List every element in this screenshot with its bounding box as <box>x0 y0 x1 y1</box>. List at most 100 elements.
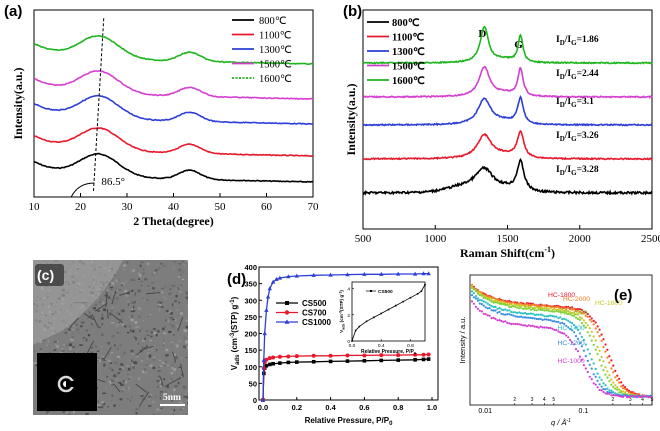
data-point <box>574 348 578 351</box>
texture-grain <box>142 370 145 374</box>
data-point <box>598 335 601 338</box>
texture-grain <box>162 332 166 335</box>
texture-grain <box>185 292 188 295</box>
texture-grain <box>69 343 73 347</box>
data-point <box>608 361 611 364</box>
lattice-fringe <box>83 312 95 321</box>
data-point <box>506 309 509 312</box>
texture-grain <box>128 400 131 403</box>
data-point <box>600 339 603 342</box>
data-point <box>480 291 483 294</box>
texture-grain <box>113 371 115 373</box>
data-point <box>639 395 642 399</box>
texture-grain <box>154 269 158 272</box>
texture-grain <box>144 368 146 371</box>
texture-grain <box>127 315 131 318</box>
data-point <box>588 334 591 337</box>
texture-grain <box>80 343 84 345</box>
texture-grain <box>160 385 163 388</box>
data-point <box>478 291 481 294</box>
texture-grain <box>101 323 103 326</box>
texture-grain <box>172 331 175 335</box>
texture-grain <box>159 308 161 311</box>
data-point <box>592 323 595 326</box>
texture-grain <box>142 272 145 275</box>
data-point <box>563 332 566 335</box>
data-point <box>610 378 613 381</box>
data-point <box>588 363 591 366</box>
texture-grain <box>176 287 180 290</box>
texture-grain <box>133 305 135 309</box>
data-point <box>553 328 556 331</box>
data-point <box>512 301 515 304</box>
data-point <box>470 300 474 303</box>
x-minor-tick-label: 2 <box>513 397 516 403</box>
data-point <box>624 387 627 391</box>
data-point <box>496 319 499 322</box>
panel-tag: (d) <box>227 271 246 288</box>
texture-grain <box>122 309 124 313</box>
data-point <box>571 308 574 311</box>
texture-grain <box>139 273 142 277</box>
data-point <box>584 326 587 329</box>
texture-grain <box>135 337 138 341</box>
data-point <box>604 343 607 346</box>
data-point <box>620 381 623 384</box>
data-point <box>506 321 509 324</box>
data-point <box>516 303 519 307</box>
texture-grain <box>159 380 162 384</box>
texture-grain <box>120 390 123 393</box>
data-point <box>277 275 283 280</box>
data-point <box>580 358 584 361</box>
y-tick-label: 50 <box>249 379 257 388</box>
data-point <box>496 311 499 314</box>
data-point <box>328 353 333 358</box>
data-point <box>576 317 580 320</box>
texture-grain <box>137 289 141 293</box>
data-point <box>571 329 574 332</box>
texture-grain <box>116 355 121 358</box>
data-point <box>573 343 576 346</box>
texture-grain <box>169 284 172 287</box>
data-point <box>586 348 589 351</box>
texture-grain <box>124 309 126 312</box>
texture-grain <box>128 376 132 379</box>
data-point <box>584 311 587 314</box>
data-point <box>614 376 617 379</box>
data-point <box>521 312 525 315</box>
texture-grain <box>65 328 67 330</box>
texture-grain <box>99 301 101 303</box>
data-point <box>498 299 501 302</box>
data-point <box>514 305 517 308</box>
texture-grain <box>176 397 179 399</box>
data-point <box>616 386 619 389</box>
data-point <box>602 387 605 391</box>
data-point <box>578 310 582 313</box>
texture-grain <box>161 291 164 294</box>
texture-grain <box>120 383 123 386</box>
inset-y-tick-label: 4 <box>347 287 350 293</box>
panel-tag: (a) <box>4 3 22 20</box>
data-point <box>549 307 552 310</box>
series-line <box>362 95 653 127</box>
x-minor-tick-label: 5 <box>552 397 555 403</box>
data-point <box>612 364 615 367</box>
texture-grain <box>131 310 136 313</box>
texture-grain <box>186 396 188 399</box>
texture-grain <box>96 401 100 404</box>
texture-grain <box>147 316 150 318</box>
data-point <box>488 314 491 317</box>
inset-y-axis-label: Vads (cm-3(STP) g-1) <box>339 290 346 333</box>
texture-grain <box>89 348 93 350</box>
texture-grain <box>183 282 185 285</box>
texture-grain <box>176 324 179 328</box>
data-point <box>345 359 350 363</box>
texture-grain <box>115 291 117 295</box>
data-point <box>525 325 529 328</box>
data-point <box>494 305 497 308</box>
texture-grain <box>140 284 143 286</box>
texture-grain <box>132 329 135 333</box>
x-minor-tick-label: 3 <box>531 397 534 403</box>
series-label: HC-1000 <box>558 358 585 365</box>
texture-grain <box>96 403 101 407</box>
